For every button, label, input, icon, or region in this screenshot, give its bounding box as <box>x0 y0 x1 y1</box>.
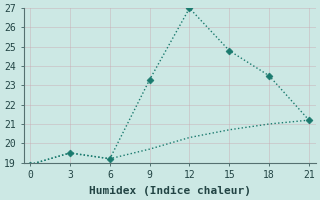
X-axis label: Humidex (Indice chaleur): Humidex (Indice chaleur) <box>89 186 251 196</box>
